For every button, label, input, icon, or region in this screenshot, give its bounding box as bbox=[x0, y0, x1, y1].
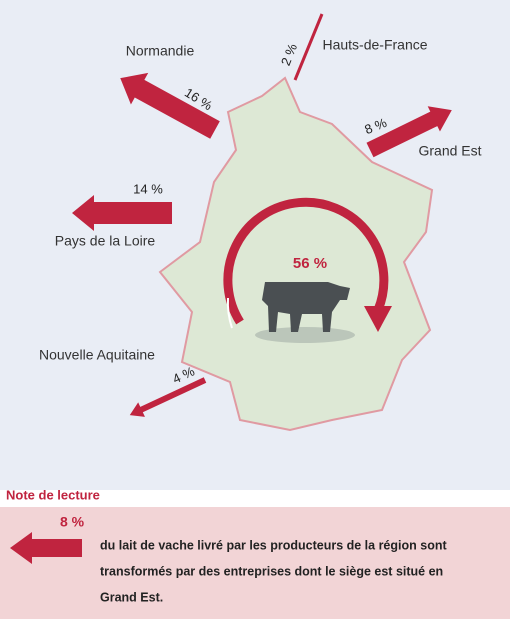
arrow-pays-de-la-loire bbox=[72, 195, 172, 231]
note-arrow bbox=[10, 532, 82, 564]
center-share: 56 % bbox=[293, 255, 327, 272]
note-share: 8 % bbox=[60, 514, 85, 530]
arrow-tail-mark bbox=[226, 297, 233, 329]
note-title: Note de lecture bbox=[6, 487, 100, 502]
note-line: du lait de vache livré par les producteu… bbox=[100, 538, 447, 552]
note-line: transformés par des entreprises dont le … bbox=[100, 564, 443, 578]
arrow-hauts-de-france bbox=[293, 13, 324, 81]
region-label: Hauts-de-France bbox=[322, 37, 427, 53]
arrow-nouvelle-aquitaine bbox=[129, 377, 207, 417]
region-label: Normandie bbox=[126, 43, 195, 59]
arrow-normandie bbox=[120, 72, 220, 139]
region-label: Nouvelle Aquitaine bbox=[39, 347, 155, 363]
region-shape bbox=[158, 76, 434, 432]
note-box bbox=[0, 507, 510, 619]
region-label: Pays de la Loire bbox=[55, 233, 156, 249]
cow-icon bbox=[255, 282, 355, 343]
note-line: Grand Est. bbox=[100, 590, 163, 604]
circular-arrow-head bbox=[364, 306, 392, 332]
arrow-grand-est bbox=[366, 106, 452, 158]
circular-arrow bbox=[223, 197, 389, 325]
share-label: 14 % bbox=[133, 181, 163, 196]
region-label: Grand Est bbox=[418, 143, 481, 159]
